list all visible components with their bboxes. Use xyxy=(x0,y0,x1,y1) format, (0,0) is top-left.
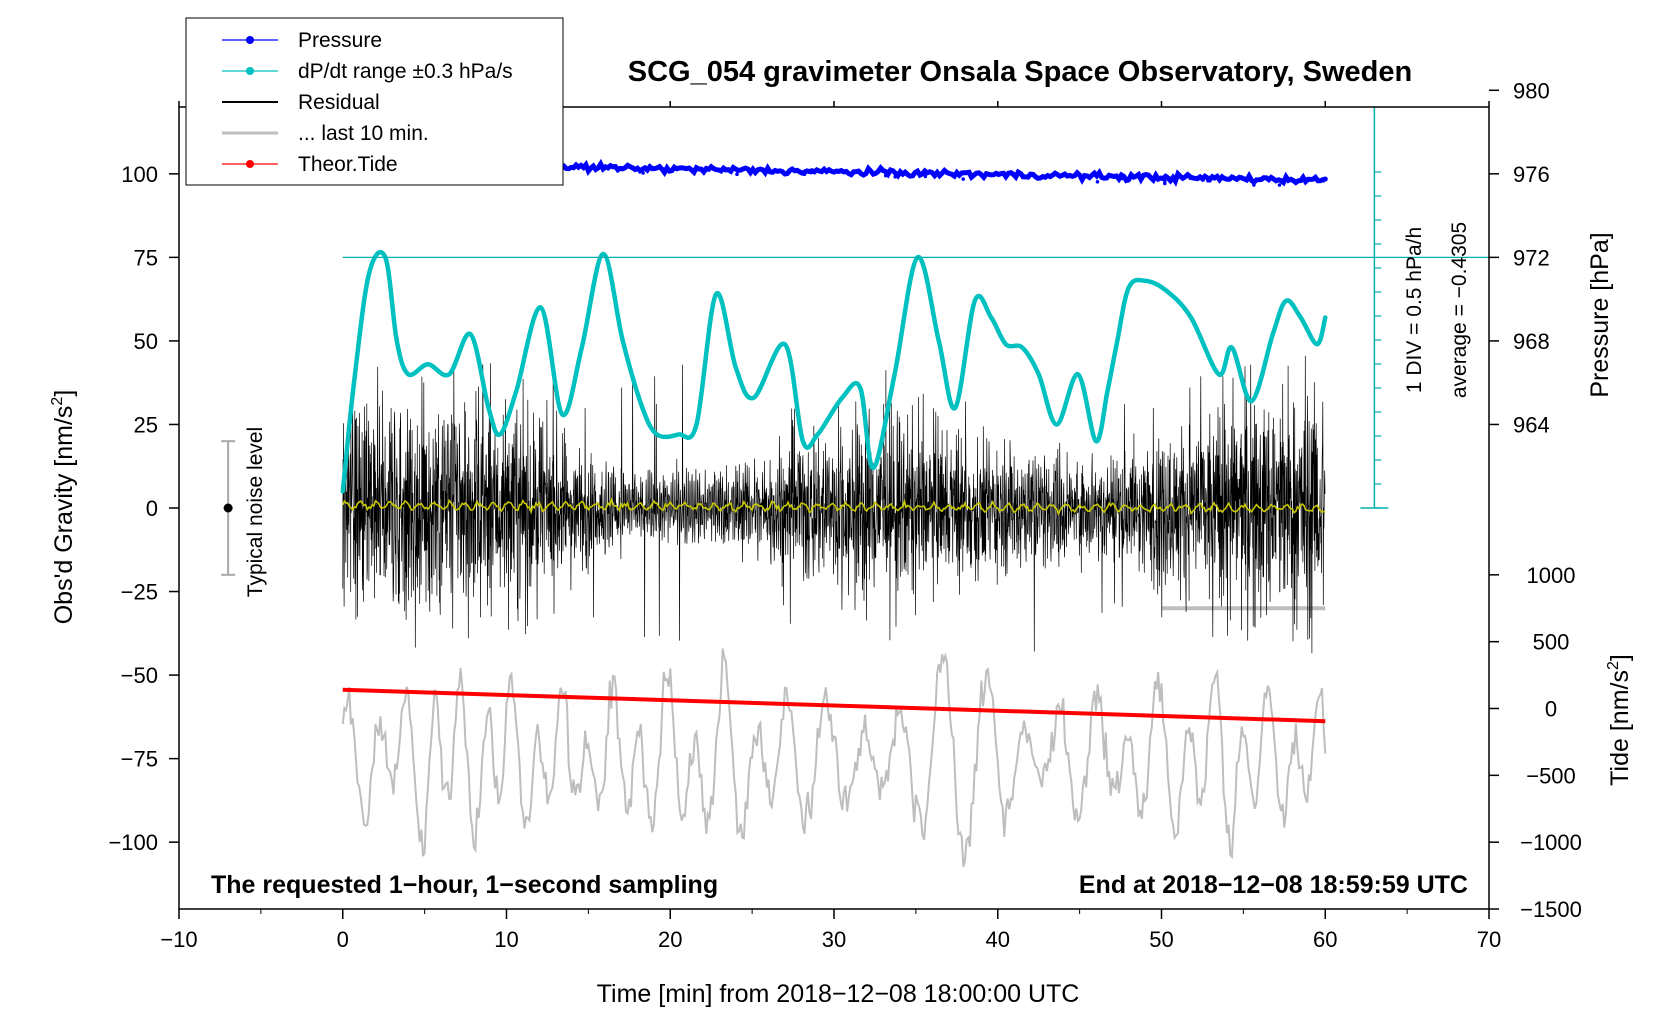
y-left-axis-title: Obs'd Gravity [nm/s2] xyxy=(49,390,78,625)
residual-series xyxy=(342,355,1326,654)
y-left-tick-label: 0 xyxy=(146,496,158,521)
pressure-tick-label: 972 xyxy=(1513,245,1550,270)
y-left-tick-label: 75 xyxy=(134,245,158,270)
tide-tick-label: 0 xyxy=(1545,697,1557,722)
x-tick-label: −10 xyxy=(160,927,197,952)
last-10-min-line xyxy=(341,648,1327,868)
pressure-point xyxy=(1201,178,1205,182)
pressure-point xyxy=(1126,179,1130,183)
end-time-annotation: End at 2018−12−08 18:59:59 UTC xyxy=(1079,871,1468,899)
pressure-point xyxy=(735,172,739,176)
average-label: average = −0.4305 xyxy=(1448,222,1471,398)
x-axis-title: Time [min] from 2018−12−08 18:00:00 UTC xyxy=(597,980,1080,1008)
last-10-min-series xyxy=(341,606,1327,868)
dpdt-series xyxy=(340,250,1328,494)
y-left-axis: −100 −75 −50 −25 0 25 50 75 100 xyxy=(108,162,179,855)
pressure-point xyxy=(1163,181,1167,186)
legend-label: dP/dt range ±0.3 hPa/s xyxy=(298,60,513,83)
div-label: 1 DIV = 0.5 hPa/h xyxy=(1403,227,1426,393)
legend-swatch-marker xyxy=(246,160,254,168)
theor-tide-line xyxy=(342,687,1326,724)
y-left-tick-label: 25 xyxy=(134,412,158,437)
x-tick-label: 50 xyxy=(1149,927,1173,952)
pressure-point xyxy=(1095,180,1100,184)
y-left-tick-label: 100 xyxy=(121,162,158,187)
x-tick-label: 10 xyxy=(494,927,518,952)
plot-extras xyxy=(221,107,1489,576)
pressure-point xyxy=(893,175,897,179)
residual-line xyxy=(342,355,1326,654)
y-left-tick-label: 50 xyxy=(134,329,158,354)
pressure-point xyxy=(802,172,807,177)
pressure-point xyxy=(1120,176,1124,181)
y-left-tick-label: −50 xyxy=(121,663,158,688)
residual-mean-series xyxy=(342,496,1326,516)
y-right-axis: 964 968 972 976 980 −1500 −1000 −500 0 500 1000 xyxy=(1489,78,1582,922)
pressure-tick-label: 980 xyxy=(1513,78,1550,103)
y-left-tick-label: −100 xyxy=(108,830,158,855)
residual-mean-line xyxy=(342,496,1326,516)
plot-area xyxy=(221,107,1489,868)
x-tick-label: 20 xyxy=(658,927,682,952)
x-tick-label: 40 xyxy=(986,927,1010,952)
tide-tick-label: −1500 xyxy=(1520,897,1582,922)
tide-tick-label: −500 xyxy=(1526,763,1576,788)
pressure-point xyxy=(923,174,928,179)
x-tick-label: 30 xyxy=(822,927,846,952)
pressure-point xyxy=(641,171,645,175)
pressure-tick-label: 976 xyxy=(1513,162,1550,187)
dpdt-line xyxy=(340,250,1328,494)
legend-label: Theor.Tide xyxy=(298,153,398,176)
pressure-point xyxy=(870,171,874,175)
pressure-point xyxy=(883,173,888,178)
tide-tick-label: 500 xyxy=(1533,630,1570,655)
legend-label: Pressure xyxy=(298,29,382,52)
pressure-point xyxy=(723,168,727,173)
pressure-tick-label: 968 xyxy=(1513,329,1550,354)
pressure-point xyxy=(1240,177,1245,181)
y-left-tick-label: −25 xyxy=(121,580,158,605)
noise-bar-center xyxy=(223,503,233,513)
y-right-pressure-title: Pressure [hPa] xyxy=(1586,232,1614,397)
pressure-point xyxy=(853,170,857,174)
x-axis: −10 0 10 20 30 40 50 60 70 xyxy=(160,101,1501,952)
pressure-point xyxy=(1277,183,1282,187)
pressure-point xyxy=(896,171,901,175)
pressure-point xyxy=(1321,178,1326,183)
legend-swatch-marker xyxy=(246,67,254,75)
legend-label: ... last 10 min. xyxy=(298,122,429,145)
x-tick-label: 0 xyxy=(337,927,349,952)
sampling-annotation: The requested 1−hour, 1−second sampling xyxy=(211,871,718,899)
pressure-point xyxy=(661,167,666,171)
pressure-point xyxy=(728,168,733,172)
x-tick-label: 70 xyxy=(1477,927,1501,952)
pressure-point xyxy=(1206,178,1210,183)
pressure-point xyxy=(809,170,813,175)
x-tick-label: 60 xyxy=(1313,927,1337,952)
chart-title: SCG_054 gravimeter Onsala Space Observat… xyxy=(628,56,1412,88)
y-left-tick-label: −75 xyxy=(121,747,158,772)
noise-level-label: Typical noise level xyxy=(244,427,267,597)
pressure-point xyxy=(1252,183,1256,187)
pressure-tick-label: 964 xyxy=(1513,412,1550,437)
tide-tick-label: −1000 xyxy=(1520,830,1582,855)
pressure-point xyxy=(1188,176,1193,180)
tide-tick-label: 1000 xyxy=(1527,563,1576,588)
pressure-point xyxy=(961,177,965,181)
legend-label: Residual xyxy=(298,91,380,114)
legend-swatch-marker xyxy=(246,36,254,44)
theor-tide-series xyxy=(342,687,1326,724)
y-right-tide-title: Tide [nm/s2] xyxy=(1605,654,1634,786)
legend: Pressure dP/dt range ±0.3 hPa/s Residual..… xyxy=(185,17,564,186)
